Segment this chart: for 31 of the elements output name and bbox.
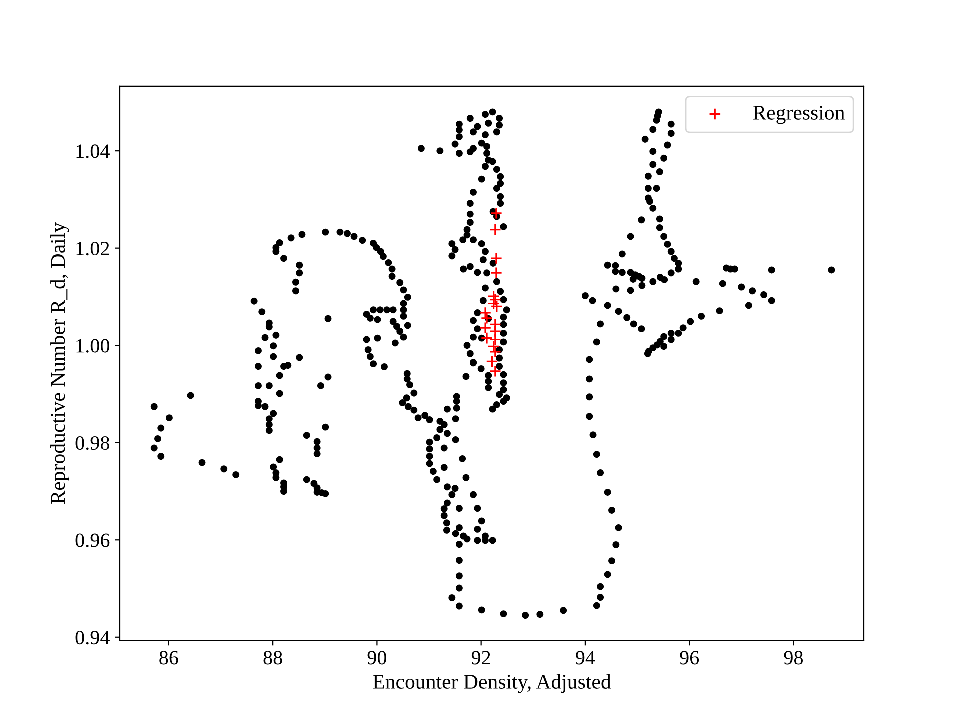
- point: [490, 252, 503, 265]
- point: [479, 322, 492, 334]
- x-tick-label: 88: [264, 651, 282, 665]
- x-tick-label: 92: [472, 651, 490, 665]
- point: [488, 298, 500, 310]
- x-tick-label: 94: [576, 651, 596, 665]
- y-tick-label: 1.04: [76, 144, 110, 158]
- point: [490, 267, 503, 280]
- y-tick-label: 1.00: [76, 339, 110, 353]
- y-tick-label: 1.02: [76, 242, 110, 256]
- point: [489, 294, 502, 306]
- point: [490, 300, 504, 313]
- x-tick-label: 86: [160, 651, 178, 665]
- legend-label: Regression: [753, 106, 845, 124]
- point: [486, 356, 498, 368]
- x-tick-label: 98: [784, 651, 804, 665]
- point: [488, 340, 500, 353]
- x-axis-title: Encounter Density, Adjusted: [373, 674, 612, 694]
- point: [490, 207, 503, 220]
- point: [489, 334, 502, 346]
- point: [489, 346, 502, 358]
- point: [489, 365, 502, 378]
- y-tick-label: 0.94: [76, 630, 110, 645]
- point: [479, 306, 492, 320]
- y-axis-title: Reproductive Number R_d, Daily: [50, 222, 70, 504]
- y-tick-label: 0.96: [76, 534, 110, 548]
- y-tick-label: 0.98: [76, 436, 110, 450]
- x-tick-label: 90: [368, 651, 386, 665]
- point: [480, 312, 494, 325]
- x-tick-label: 96: [680, 651, 700, 665]
- point: [489, 224, 502, 236]
